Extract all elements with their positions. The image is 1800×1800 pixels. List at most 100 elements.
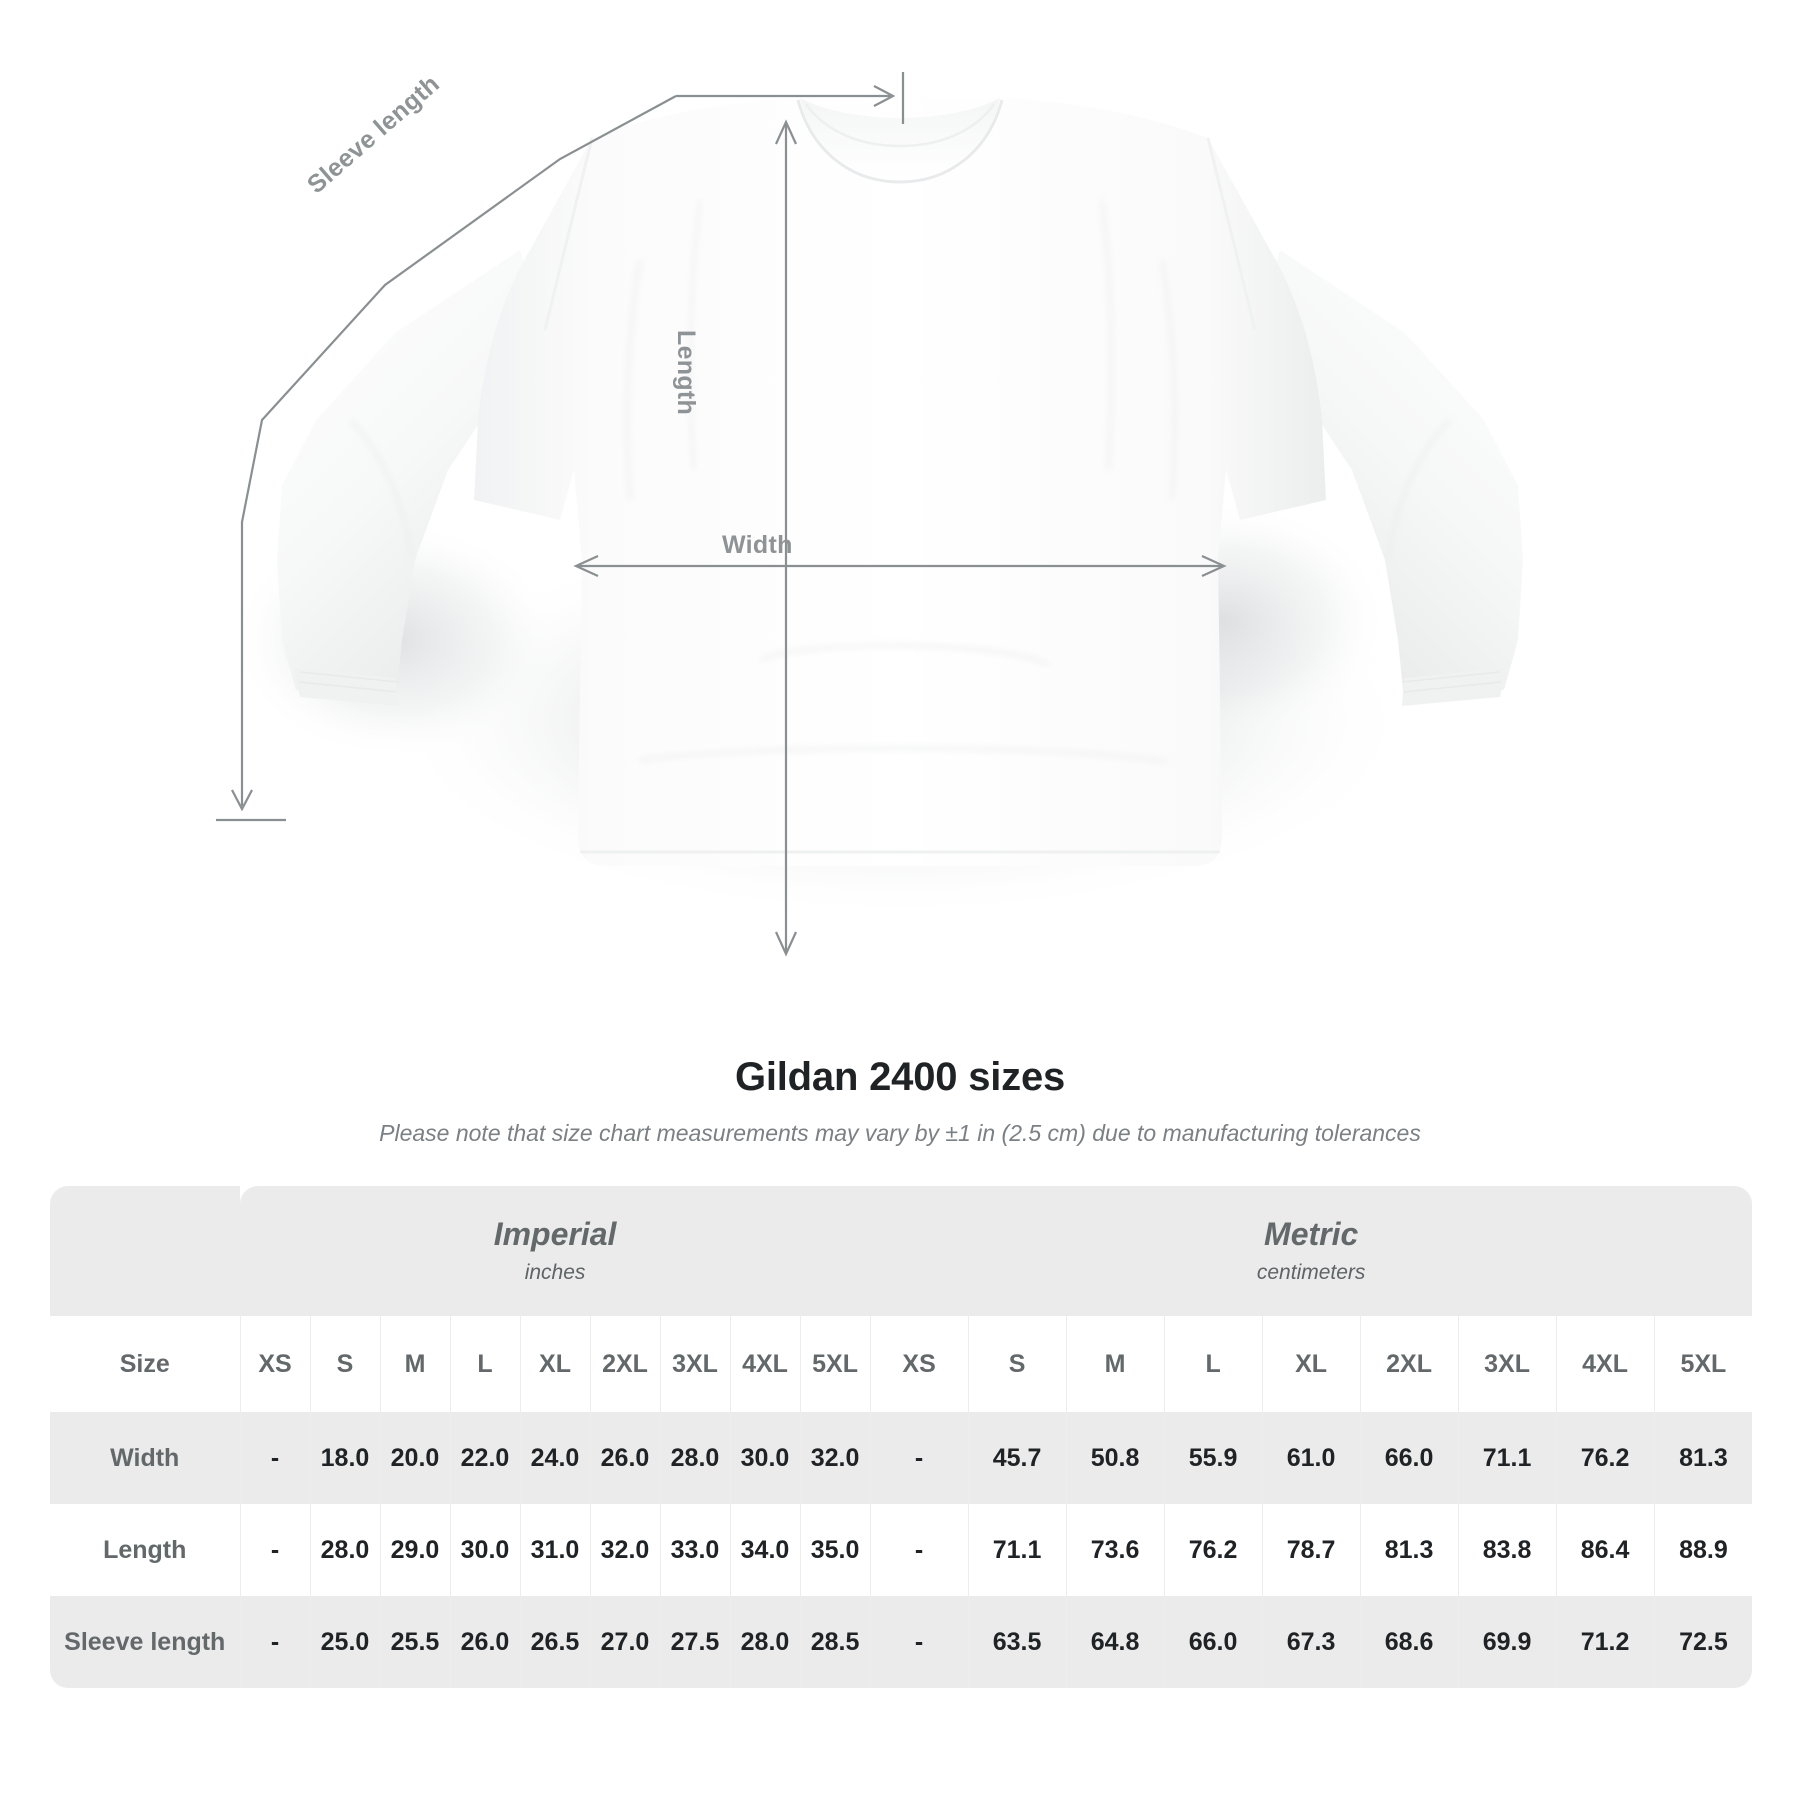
cell-width-imp-xl: 24.0 xyxy=(519,1412,590,1504)
unit-header-row: Imperial inches Metric centimeters xyxy=(50,1186,1753,1316)
size-header-metric-2xl: 2XL xyxy=(1359,1316,1459,1412)
cell-length-imp-2xl: 32.0 xyxy=(589,1504,660,1596)
unit-sub-imperial: inches xyxy=(524,1260,586,1284)
width-arrowhead-left xyxy=(573,554,599,578)
cell-length-met-2xl: 81.3 xyxy=(1359,1504,1459,1596)
cell-length-imp-4xl: 34.0 xyxy=(729,1504,800,1596)
size-header-imperial-s: S xyxy=(309,1316,380,1412)
cell-width-met-xs: - xyxy=(869,1412,969,1504)
cell-width-imp-l: 22.0 xyxy=(449,1412,520,1504)
cell-sleeve-imp-l: 26.0 xyxy=(449,1596,520,1688)
cell-length-imp-m: 29.0 xyxy=(379,1504,450,1596)
cell-sleeve-imp-m: 25.5 xyxy=(379,1596,450,1688)
row-label-width: Width xyxy=(50,1412,240,1504)
size-chart-table: Imperial inches Metric centimeters Size … xyxy=(50,1186,1753,1688)
cell-width-met-m: 50.8 xyxy=(1065,1412,1165,1504)
row-label-sleeve-length: Sleeve length xyxy=(50,1596,240,1688)
size-header-metric-xl: XL xyxy=(1261,1316,1361,1412)
cell-sleeve-imp-5xl: 28.5 xyxy=(799,1596,871,1688)
cell-width-imp-2xl: 26.0 xyxy=(589,1412,660,1504)
fabric-folds xyxy=(349,199,1451,764)
cell-length-met-xl: 78.7 xyxy=(1261,1504,1361,1596)
cell-length-imp-3xl: 33.0 xyxy=(659,1504,730,1596)
size-header-row: Size XS S M L XL 2XL 3XL 4XL 5XL XS S M … xyxy=(50,1316,1753,1412)
cell-sleeve-met-m: 64.8 xyxy=(1065,1596,1165,1688)
unit-name-metric: Metric xyxy=(1264,1216,1359,1253)
cell-width-met-xl: 61.0 xyxy=(1261,1412,1361,1504)
size-header-imperial-2xl: 2XL xyxy=(589,1316,660,1412)
cell-length-imp-5xl: 35.0 xyxy=(799,1504,871,1596)
cell-sleeve-imp-4xl: 28.0 xyxy=(729,1596,800,1688)
cell-sleeve-met-xs: - xyxy=(869,1596,969,1688)
size-header-metric-4xl: 4XL xyxy=(1555,1316,1655,1412)
cell-width-met-4xl: 76.2 xyxy=(1555,1412,1655,1504)
width-guide xyxy=(573,554,1227,578)
cell-width-met-5xl: 81.3 xyxy=(1653,1412,1753,1504)
size-header-imperial-5xl: 5XL xyxy=(799,1316,871,1412)
cell-sleeve-imp-2xl: 27.0 xyxy=(589,1596,660,1688)
sleeve-arrowhead-down xyxy=(231,789,253,812)
size-header-imperial-3xl: 3XL xyxy=(659,1316,730,1412)
size-header-label: Size xyxy=(50,1316,240,1412)
unit-blank-cell xyxy=(50,1186,240,1316)
length-label: Length xyxy=(672,330,700,416)
cell-width-imp-5xl: 32.0 xyxy=(799,1412,871,1504)
cell-width-imp-xs: - xyxy=(239,1412,310,1504)
table-row-width: Width - 18.0 20.0 22.0 24.0 26.0 28.0 30… xyxy=(50,1412,1753,1504)
cell-length-imp-xs: - xyxy=(239,1504,310,1596)
length-arrowhead-down xyxy=(774,931,798,957)
unit-sub-metric: centimeters xyxy=(1256,1260,1366,1284)
cell-sleeve-met-5xl: 72.5 xyxy=(1653,1596,1753,1688)
cell-length-met-l: 76.2 xyxy=(1163,1504,1263,1596)
cell-length-imp-l: 30.0 xyxy=(449,1504,520,1596)
cell-length-imp-s: 28.0 xyxy=(309,1504,380,1596)
row-label-length: Length xyxy=(50,1504,240,1596)
size-header-imperial-xs: XS xyxy=(239,1316,310,1412)
measurement-guides xyxy=(216,72,1227,957)
table-row-sleeve-length: Sleeve length - 25.0 25.5 26.0 26.5 27.0… xyxy=(50,1596,1753,1688)
cell-length-met-5xl: 88.9 xyxy=(1653,1504,1753,1596)
cell-sleeve-imp-xs: - xyxy=(239,1596,310,1688)
width-label: Width xyxy=(722,531,793,559)
sleeve-length-guide xyxy=(216,72,905,822)
size-header-imperial-4xl: 4XL xyxy=(729,1316,800,1412)
cell-length-met-4xl: 86.4 xyxy=(1555,1504,1655,1596)
cell-width-imp-s: 18.0 xyxy=(309,1412,380,1504)
length-guide xyxy=(774,119,798,957)
cell-width-met-3xl: 71.1 xyxy=(1457,1412,1557,1504)
table-row-length: Length - 28.0 29.0 30.0 31.0 32.0 33.0 3… xyxy=(50,1504,1753,1596)
size-header-imperial-xl: XL xyxy=(519,1316,590,1412)
cell-sleeve-met-xl: 67.3 xyxy=(1261,1596,1361,1688)
cell-sleeve-met-l: 66.0 xyxy=(1163,1596,1263,1688)
cell-length-imp-xl: 31.0 xyxy=(519,1504,590,1596)
cell-sleeve-met-3xl: 69.9 xyxy=(1457,1596,1557,1688)
cell-width-imp-3xl: 28.0 xyxy=(659,1412,730,1504)
size-header-imperial-l: L xyxy=(449,1316,520,1412)
cell-sleeve-imp-3xl: 27.5 xyxy=(659,1596,730,1688)
size-table-container: Imperial inches Metric centimeters Size … xyxy=(50,1186,1753,1688)
cell-sleeve-met-s: 63.5 xyxy=(967,1596,1067,1688)
garment-diagram: Sleeve length Length Width xyxy=(216,70,1523,957)
unit-header-metric: Metric centimeters xyxy=(870,1186,1753,1316)
cell-width-imp-4xl: 30.0 xyxy=(729,1412,800,1504)
size-header-metric-m: M xyxy=(1065,1316,1165,1412)
sleeve-arrowhead-right xyxy=(873,85,896,107)
sleeve-diagonal-segment xyxy=(240,95,677,806)
size-header-metric-5xl: 5XL xyxy=(1653,1316,1753,1412)
cell-width-imp-m: 20.0 xyxy=(379,1412,450,1504)
cell-length-met-xs: - xyxy=(869,1504,969,1596)
size-header-metric-s: S xyxy=(967,1316,1067,1412)
cell-sleeve-imp-xl: 26.5 xyxy=(519,1596,590,1688)
size-header-imperial-m: M xyxy=(379,1316,450,1412)
cell-sleeve-met-2xl: 68.6 xyxy=(1359,1596,1459,1688)
page-title: Gildan 2400 sizes xyxy=(734,1055,1066,1099)
title-block: Gildan 2400 sizes Please note that size … xyxy=(0,1055,1800,1147)
unit-name-imperial: Imperial xyxy=(493,1216,617,1253)
cell-width-met-s: 45.7 xyxy=(967,1412,1067,1504)
cell-sleeve-met-4xl: 71.2 xyxy=(1555,1596,1655,1688)
length-arrowhead-up xyxy=(774,119,798,145)
size-header-metric-l: L xyxy=(1163,1316,1263,1412)
cell-width-met-2xl: 66.0 xyxy=(1359,1412,1459,1504)
cell-width-met-l: 55.9 xyxy=(1163,1412,1263,1504)
size-header-metric-3xl: 3XL xyxy=(1457,1316,1557,1412)
